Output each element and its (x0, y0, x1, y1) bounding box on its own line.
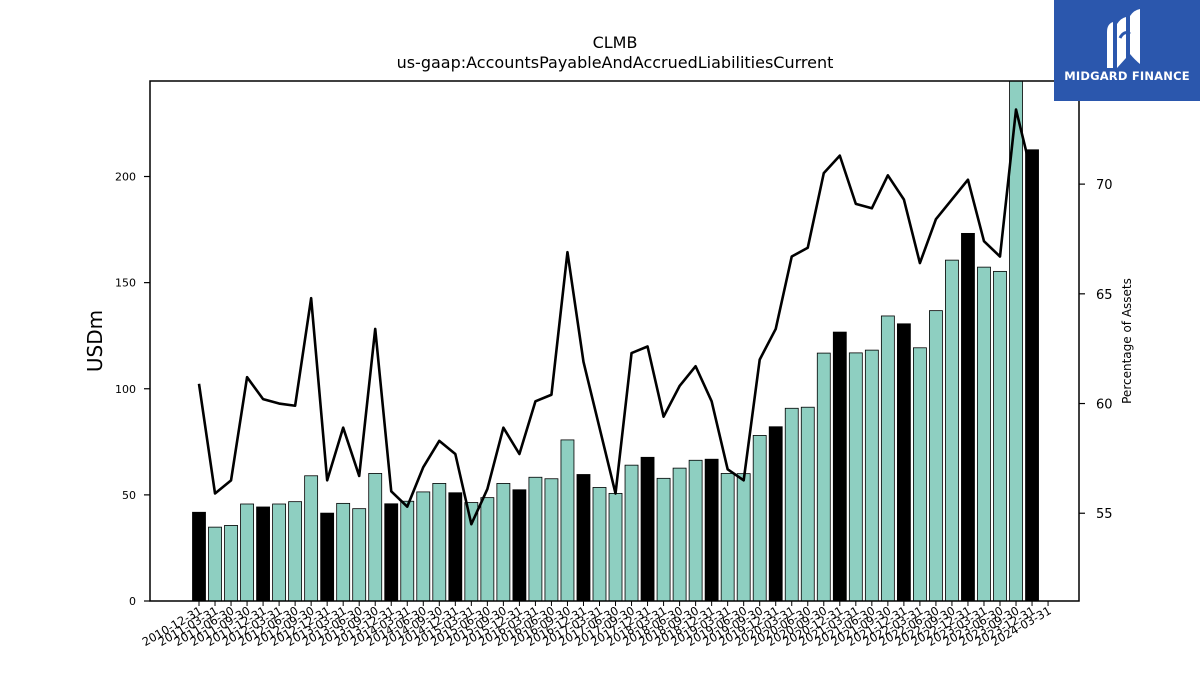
y-axis-label: USDm (83, 310, 107, 372)
bar (1025, 149, 1039, 602)
bar (224, 525, 238, 602)
bar (993, 270, 1007, 602)
bar (256, 506, 270, 602)
y2-tick-label: 65 (1096, 288, 1113, 303)
right-axis: 55 60 65 70 (1079, 178, 1113, 522)
bar (240, 503, 254, 602)
bar (704, 458, 719, 602)
y-tick-label: 100 (115, 383, 136, 396)
bar (977, 266, 991, 602)
bar (720, 473, 735, 602)
y2-tick-label: 55 (1096, 507, 1113, 522)
y-tick-label: 50 (122, 489, 136, 502)
y-tick-label: 200 (115, 171, 136, 184)
y2-axis-label: Percentage of Assets (1120, 278, 1134, 404)
brand-name: MIDGARD FINANCE (1064, 69, 1190, 83)
bar (400, 500, 415, 602)
midgard-logo-icon (1107, 9, 1140, 68)
bar (640, 456, 655, 602)
plot-frame (149, 80, 1080, 602)
chart-title: CLMB (593, 33, 638, 52)
bar (624, 464, 639, 602)
y2-tick-label: 70 (1096, 178, 1113, 193)
bar (913, 347, 927, 602)
y-tick-label: 150 (115, 277, 136, 290)
bar (608, 492, 623, 602)
bar (688, 459, 703, 602)
bar (929, 310, 943, 602)
bar (576, 474, 591, 602)
bar (800, 406, 815, 602)
y-tick-label: 0 (129, 595, 136, 608)
bar (496, 483, 511, 602)
bar (384, 503, 399, 602)
bar (304, 475, 319, 602)
bar (512, 489, 527, 602)
y2-tick-label: 60 (1096, 398, 1113, 413)
bar (352, 508, 367, 602)
bar (528, 476, 543, 602)
bar (544, 478, 559, 602)
bar (736, 473, 751, 602)
bar (832, 331, 847, 602)
bar (768, 426, 783, 602)
bar (560, 439, 575, 602)
bars-group (192, 80, 1039, 602)
left-axis: 0 50 100 150 200 (115, 171, 150, 608)
bar (864, 349, 879, 602)
bar (784, 407, 799, 602)
bar (288, 501, 303, 602)
bar (368, 473, 383, 602)
brand-logo: MIDGARD FINANCE (1054, 0, 1200, 101)
bar (896, 323, 911, 602)
bar (880, 315, 895, 602)
bar (448, 492, 463, 602)
chart-subtitle: us-gaap:AccountsPayableAndAccruedLiabili… (397, 53, 834, 72)
bar (672, 467, 687, 602)
bar (816, 352, 831, 602)
bar (272, 503, 287, 602)
percentage-line (197, 108, 1034, 526)
bar (592, 487, 607, 602)
bar (192, 511, 206, 602)
bar (752, 435, 767, 602)
bar (656, 477, 671, 602)
bar (961, 232, 975, 602)
bar (945, 259, 959, 602)
bar (848, 352, 863, 602)
bar (336, 502, 351, 602)
bar (432, 483, 447, 602)
bar (416, 491, 431, 602)
bar (480, 497, 495, 602)
x-axis: 2010-12-312011-03-312011-06-302011-09-30… (140, 601, 1054, 649)
bar (320, 512, 335, 602)
bar (208, 526, 222, 602)
